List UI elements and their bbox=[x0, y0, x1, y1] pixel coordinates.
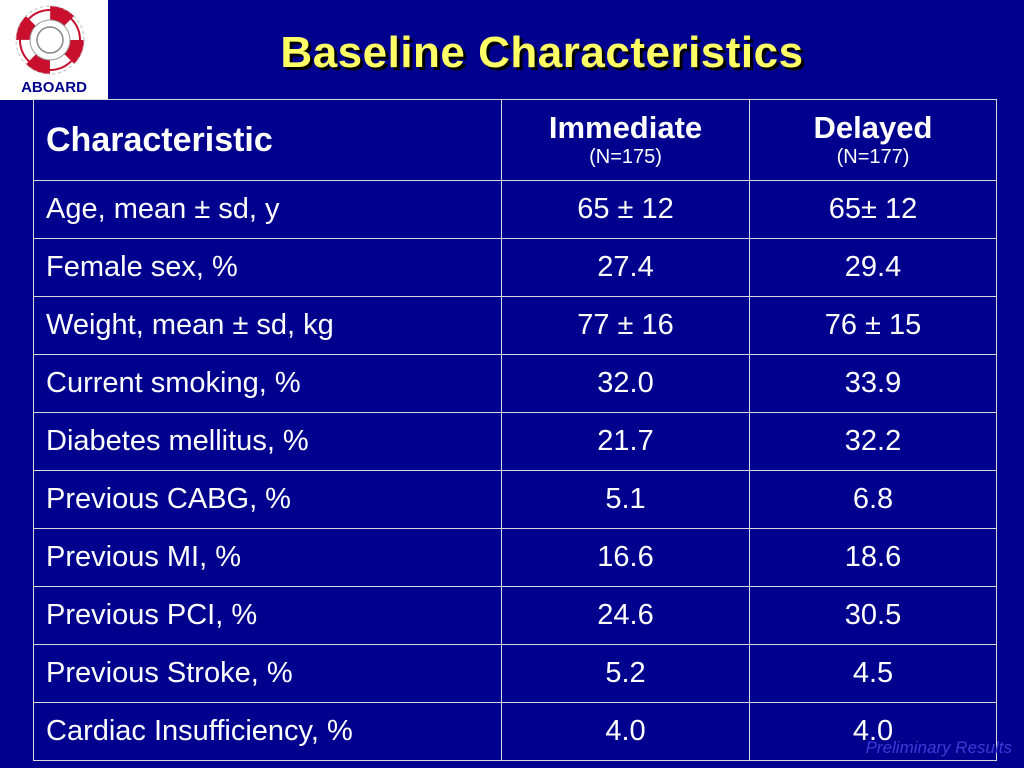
row-delayed-value: 33.9 bbox=[749, 354, 997, 413]
row-delayed-value: 32.2 bbox=[749, 412, 997, 471]
row-immediate-value: 5.2 bbox=[501, 644, 750, 703]
table-header-row: Characteristic Immediate (N=175) Delayed… bbox=[33, 99, 997, 181]
table-row: Current smoking, % 32.0 33.9 bbox=[33, 354, 997, 413]
row-delayed-value: 4.5 bbox=[749, 644, 997, 703]
table-row: Diabetes mellitus, % 21.7 32.2 bbox=[33, 412, 997, 471]
row-delayed-value: 6.8 bbox=[749, 470, 997, 529]
life-ring-icon: ABOARD bbox=[15, 5, 87, 96]
header-characteristic: Characteristic bbox=[33, 99, 502, 181]
header-delayed: Delayed (N=177) bbox=[749, 99, 997, 181]
row-immediate-value: 4.0 bbox=[501, 702, 750, 761]
header-immediate: Immediate (N=175) bbox=[501, 99, 750, 181]
baseline-characteristics-table: Characteristic Immediate (N=175) Delayed… bbox=[33, 99, 997, 761]
header-immediate-n: (N=175) bbox=[589, 145, 662, 168]
aboard-logo: ABOARD bbox=[0, 0, 108, 100]
row-characteristic: Cardiac Insufficiency, % bbox=[33, 702, 502, 761]
row-characteristic: Current smoking, % bbox=[33, 354, 502, 413]
row-delayed-value: 29.4 bbox=[749, 238, 997, 297]
row-immediate-value: 65 ± 12 bbox=[501, 180, 750, 239]
row-characteristic: Previous Stroke, % bbox=[33, 644, 502, 703]
row-immediate-value: 21.7 bbox=[501, 412, 750, 471]
header-delayed-n: (N=177) bbox=[836, 145, 910, 168]
page-title: Baseline Characteristics bbox=[280, 28, 804, 77]
table-row: Previous Stroke, % 5.2 4.5 bbox=[33, 644, 997, 703]
table-row: Age, mean ± sd, y 65 ± 12 65± 12 bbox=[33, 180, 997, 239]
table-row: Previous CABG, % 5.1 6.8 bbox=[33, 470, 997, 529]
table-row: Previous PCI, % 24.6 30.5 bbox=[33, 586, 997, 645]
row-immediate-value: 77 ± 16 bbox=[501, 296, 750, 355]
table-row: Weight, mean ± sd, kg 77 ± 16 76 ± 15 bbox=[33, 296, 997, 355]
table-row: Previous MI, % 16.6 18.6 bbox=[33, 528, 997, 587]
row-characteristic: Previous PCI, % bbox=[33, 586, 502, 645]
row-delayed-value: 4.0 bbox=[749, 702, 997, 761]
row-characteristic: Previous MI, % bbox=[33, 528, 502, 587]
row-delayed-value: 30.5 bbox=[749, 586, 997, 645]
row-immediate-value: 24.6 bbox=[501, 586, 750, 645]
row-characteristic: Previous CABG, % bbox=[33, 470, 502, 529]
row-characteristic: Age, mean ± sd, y bbox=[33, 180, 502, 239]
header-delayed-label: Delayed bbox=[813, 110, 933, 146]
row-immediate-value: 5.1 bbox=[501, 470, 750, 529]
header-immediate-label: Immediate bbox=[548, 110, 703, 146]
row-delayed-value: 18.6 bbox=[749, 528, 997, 587]
row-immediate-value: 16.6 bbox=[501, 528, 750, 587]
table-row: Cardiac Insufficiency, % 4.0 4.0 bbox=[33, 702, 997, 761]
row-delayed-value: 65± 12 bbox=[749, 180, 997, 239]
row-characteristic: Weight, mean ± sd, kg bbox=[33, 296, 502, 355]
logo-text: ABOARD bbox=[21, 79, 87, 96]
row-characteristic: Diabetes mellitus, % bbox=[33, 412, 502, 471]
row-delayed-value: 76 ± 15 bbox=[749, 296, 997, 355]
row-characteristic: Female sex, % bbox=[33, 238, 502, 297]
row-immediate-value: 27.4 bbox=[501, 238, 750, 297]
footnote: Preliminary Results bbox=[865, 738, 1012, 757]
table-row: Female sex, % 27.4 29.4 bbox=[33, 238, 997, 297]
row-immediate-value: 32.0 bbox=[501, 354, 750, 413]
